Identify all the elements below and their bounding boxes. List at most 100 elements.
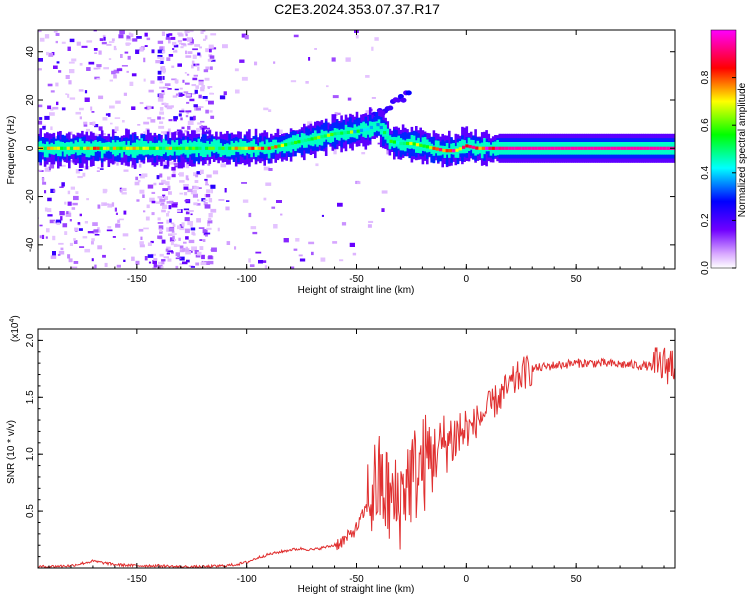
spectrogram-cell xyxy=(593,146,597,150)
spectrogram-cell xyxy=(179,262,183,265)
spectrogram-cell xyxy=(226,200,230,202)
spectrogram-cell xyxy=(212,138,216,154)
spectrogram-cell xyxy=(147,106,151,110)
spectrogram-cell xyxy=(126,35,131,40)
spectrogram-cell xyxy=(251,146,255,150)
spectrogram-cell xyxy=(166,33,170,38)
spectrogram-cell xyxy=(164,103,169,107)
spectrogram-cell xyxy=(91,258,94,262)
spectrogram-cell xyxy=(181,43,187,46)
spectrogram-cell xyxy=(55,82,59,87)
spectrogram-cell xyxy=(182,261,188,265)
spectrogram-cell xyxy=(39,117,43,120)
spectrogram-cell xyxy=(79,246,85,248)
spectrogram-cell xyxy=(67,93,70,98)
spectrogram-cell xyxy=(273,224,278,229)
spectrogram-cell xyxy=(201,254,205,260)
spectrogram-cell xyxy=(287,142,291,146)
spectrogram-cell xyxy=(84,97,90,102)
spectrogram-cell xyxy=(69,219,72,222)
spectrogram-cell xyxy=(153,258,158,261)
spectrogram-cell xyxy=(167,250,173,253)
spectrogram-cell xyxy=(157,222,164,224)
colorbar-tick-label: 0.0 xyxy=(700,261,711,275)
spectrogram-cell xyxy=(114,48,117,51)
spectrogram-cell xyxy=(167,88,172,90)
snr-y-tick-label: 0.5 xyxy=(25,504,36,518)
spectrogram-cell xyxy=(121,65,128,67)
spectrogram-cell xyxy=(163,161,169,165)
spectrogram-cell xyxy=(659,146,663,150)
spectrogram-cell xyxy=(186,259,190,263)
snr-x-tick-label: 50 xyxy=(571,574,583,585)
spectrogram-cell xyxy=(66,146,70,150)
spectrogram-cell xyxy=(126,38,132,41)
spectrogram-cell xyxy=(163,256,169,259)
spectrogram-cell xyxy=(554,146,558,150)
spectrogram-cell xyxy=(96,77,101,80)
spectrogram-cell xyxy=(590,146,594,150)
spectrogram-cell xyxy=(241,182,247,184)
spectrogram-cell xyxy=(33,42,36,44)
spectrogram-cell xyxy=(71,58,77,62)
spectrogram-cell xyxy=(201,142,205,158)
spectrogram-cell xyxy=(65,212,72,217)
spectrogram-marks xyxy=(29,30,675,269)
spectrogram-cell xyxy=(345,57,351,62)
spectrogram-cell xyxy=(356,129,360,133)
spectrogram-cell xyxy=(73,238,76,241)
spectrogram-cell xyxy=(228,144,231,157)
spectrogram-cell xyxy=(265,139,269,154)
spectrogram-cell xyxy=(527,146,532,150)
spectrogram-cell xyxy=(74,140,78,153)
spectrogram-cell xyxy=(113,74,117,79)
spectrogram-cell xyxy=(257,146,261,150)
spectrogram-cell xyxy=(123,259,126,262)
spectrogram-cell xyxy=(103,36,106,41)
spectrogram-cell xyxy=(221,145,225,156)
spectrogram-cell xyxy=(170,241,174,246)
spectrogram-cell xyxy=(151,200,156,204)
spectrogram-cell xyxy=(84,221,88,224)
spectrogram-cell xyxy=(29,36,34,39)
spectrogram-cell xyxy=(170,161,176,165)
spectrogram-cell xyxy=(331,130,335,142)
spectrogram-axes: -150 -100 -50 0 50 -40 -20 0 20 40 xyxy=(25,30,675,285)
spectrogram-cell xyxy=(209,92,213,95)
spectrogram-cell xyxy=(547,146,551,150)
spectrogram-cell xyxy=(157,97,164,102)
spectrogram-cell xyxy=(185,115,189,118)
spectrogram-cell xyxy=(297,140,301,144)
spectrogram-cell xyxy=(293,34,299,38)
spectrogram-cell xyxy=(155,201,162,204)
spectrogram-cell xyxy=(92,121,96,126)
spectrogram-cell xyxy=(205,146,209,150)
spectrogram-cell xyxy=(212,170,219,175)
spectrogram-cell xyxy=(113,69,120,74)
spectrogram-cell xyxy=(184,30,190,34)
spectrogram-cell xyxy=(254,61,258,66)
spectrogram-cell xyxy=(136,36,142,39)
spectrogram-cell xyxy=(143,78,146,82)
spectrogram-cell xyxy=(179,256,185,261)
spectrogram-cell xyxy=(626,146,630,150)
spectrogram-cell xyxy=(164,196,168,201)
spectrogram-cell xyxy=(284,143,288,147)
spectrogram-cell xyxy=(166,57,171,61)
spectrogram-cell xyxy=(30,177,36,179)
spectrogram-cell xyxy=(171,231,175,233)
spectrogram-cell xyxy=(209,110,213,113)
spectrogram-cell xyxy=(126,70,129,73)
spectrogram-cell xyxy=(31,60,36,62)
spectrogram-cell xyxy=(108,58,112,60)
spectrogram-cell xyxy=(157,56,161,59)
spectrogram-cell xyxy=(173,243,178,247)
spectrogram-cell xyxy=(172,224,176,227)
spectrogram-cell xyxy=(97,167,100,169)
spectrogram-cell xyxy=(159,121,164,124)
spectrogram-cell xyxy=(170,36,176,40)
spectrogram-cell xyxy=(465,143,469,153)
spectrogram-cell xyxy=(192,77,198,81)
spectrogram-cell xyxy=(225,206,230,211)
spectrogram-cell xyxy=(53,30,58,33)
